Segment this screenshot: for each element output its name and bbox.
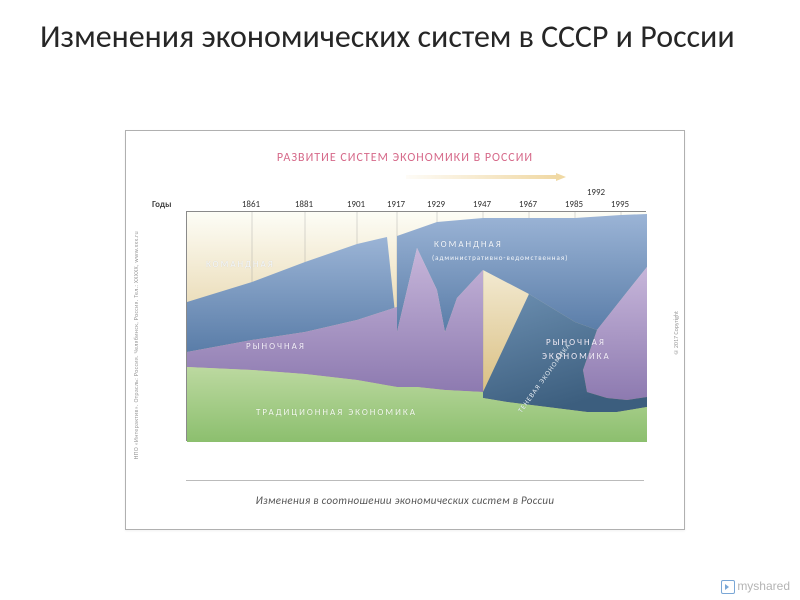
chart-title: РАЗВИТИЕ СИСТЕМ ЭКОНОМИКИ В РОССИИ [126,151,684,165]
label-market-left: РЫНОЧНАЯ [246,341,306,352]
slide-title: Изменения экономических систем в СССР и … [0,0,800,56]
watermark: myshared [721,579,790,594]
x-tick: 1967 [519,199,537,210]
x-tick: 1985 [565,199,583,210]
x-tick: 1929 [427,199,445,210]
label-traditional: ТРАДИЦИОННАЯ ЭКОНОМИКА [256,407,417,418]
x-tick: 1901 [347,199,365,210]
x-tick: 1917 [387,199,405,210]
right-copyright: ©2017 Copyright [672,311,680,356]
label-command-sub: (административно-ведомственная) [432,253,568,262]
x-tick: 1995 [611,199,629,210]
left-copyright: НПО «Интерактив». Отрасль: Россия. Челяб… [132,231,140,459]
marker-1992: 1992 [587,187,605,198]
x-tick: 1947 [473,199,491,210]
watermark-text: myshared [737,579,790,593]
divider [186,480,644,481]
x-tick: 1861 [242,199,260,210]
label-market-right1: РЫНОЧНАЯ [546,337,606,348]
x-tick: 1881 [295,199,313,210]
label-command-right: КОМАНДНАЯ [434,239,503,250]
x-axis-label: Годы [152,199,172,210]
chart-container: РАЗВИТИЕ СИСТЕМ ЭКОНОМИКИ В РОССИИ Годы … [125,130,685,530]
label-command-left: КОМАНДНАЯ [206,259,275,270]
play-icon [721,580,735,594]
chart-caption: Изменения в соотношении экономических си… [126,494,684,507]
arrow-right-icon [406,173,566,181]
